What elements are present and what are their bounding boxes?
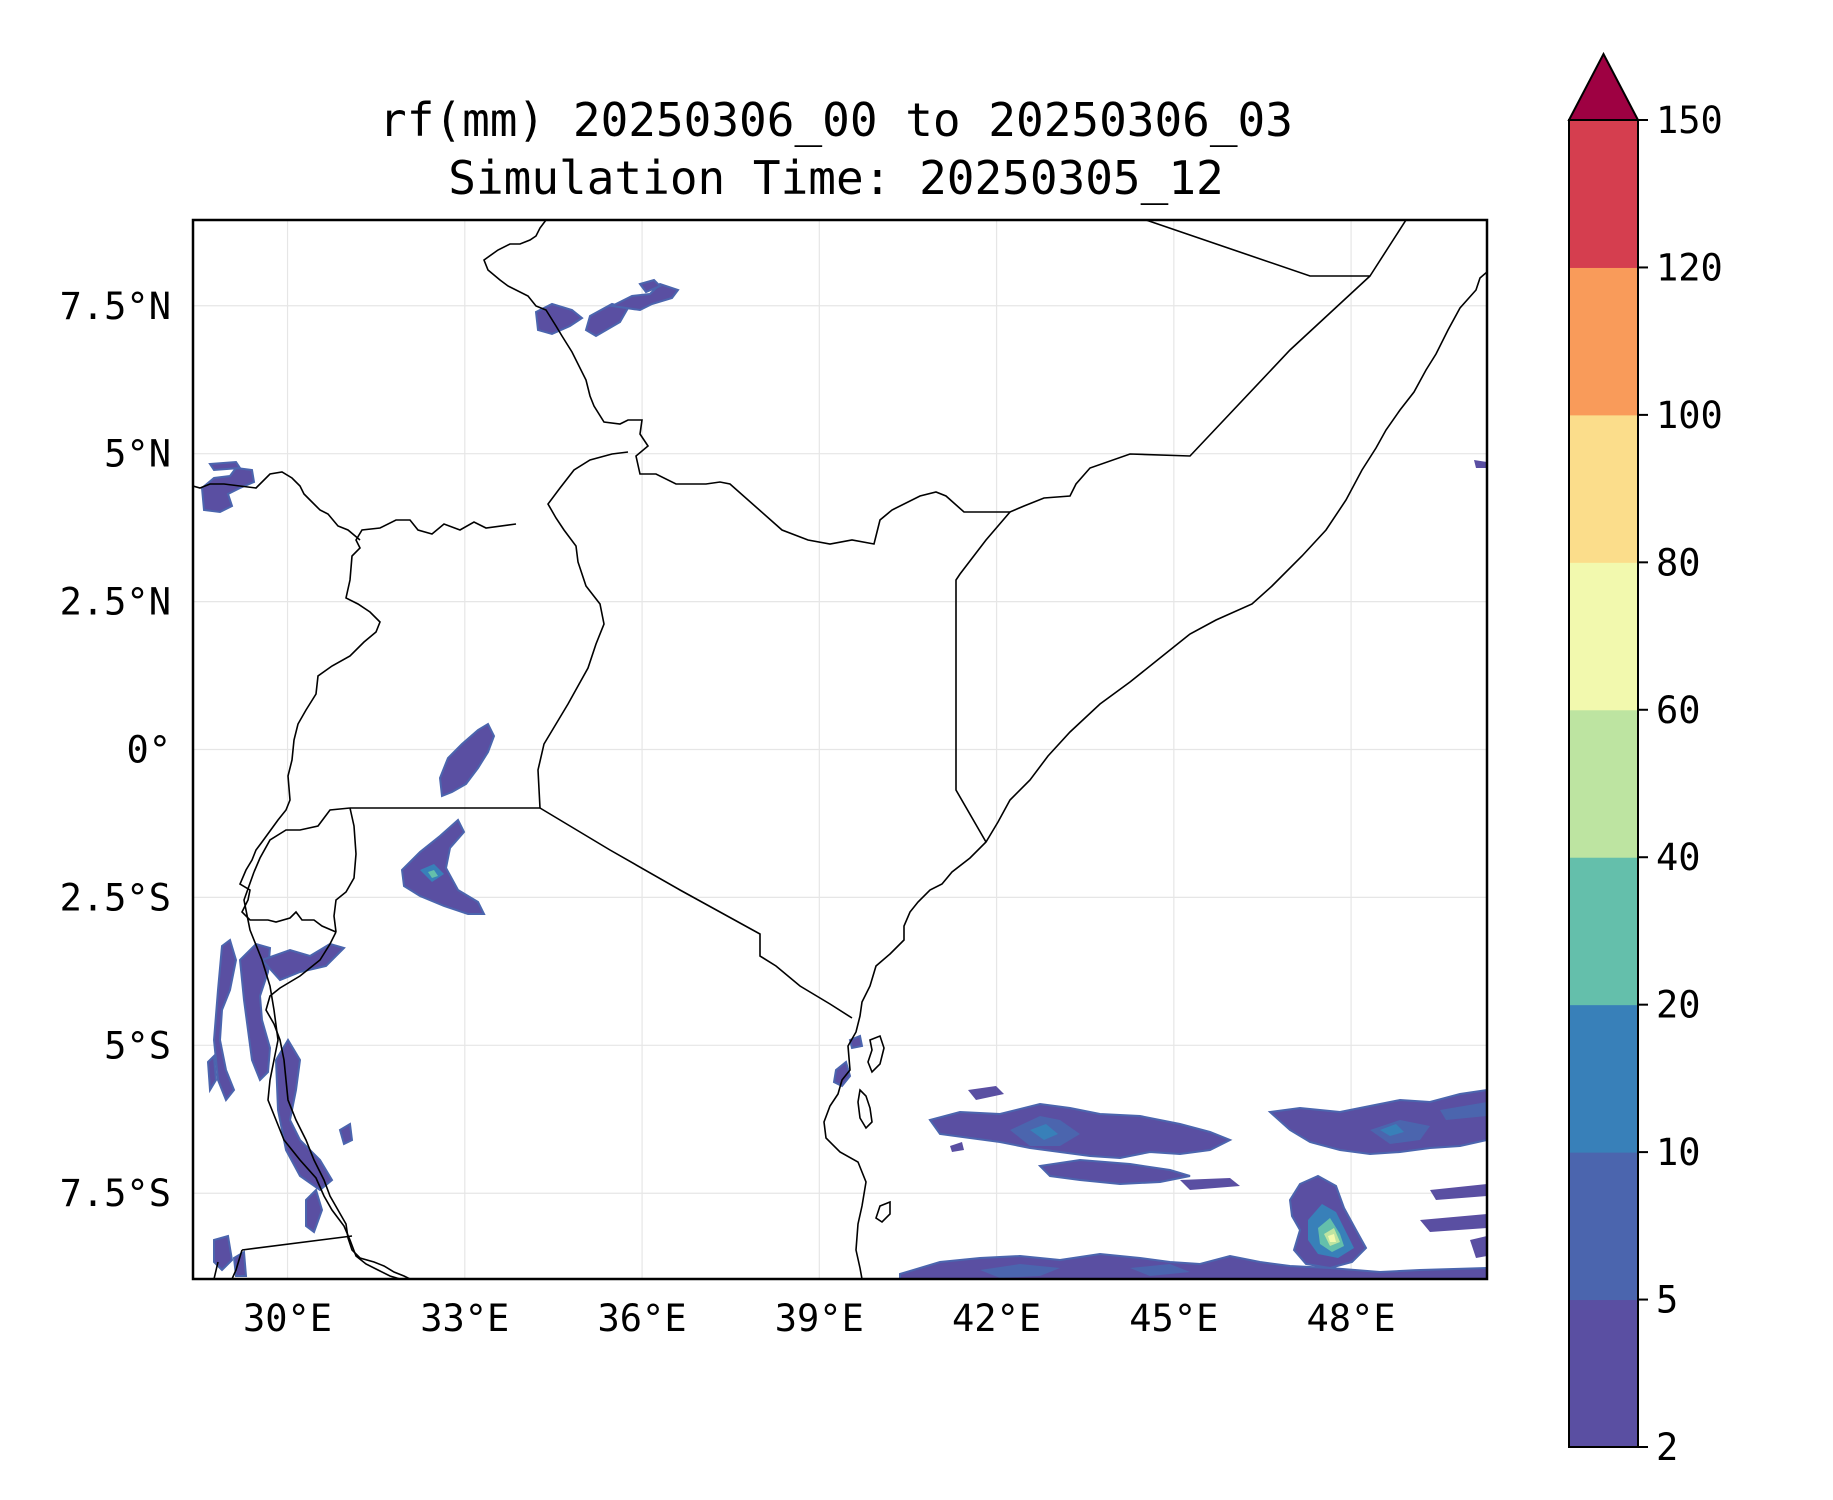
lon-tick-label: 36°E [598,1297,687,1340]
colorbar-segment [1569,1152,1638,1301]
colorbar-segment [1569,120,1638,268]
rain-patch-west [200,460,256,514]
gridlines [193,220,1487,1279]
rain-band-south [899,1252,1487,1279]
rain-patch-tanganyika [206,938,354,1277]
lon-tick-label: 45°E [1129,1297,1218,1340]
colorbar-outline [1568,119,1639,1448]
lon-tick-label: 42°E [952,1297,1041,1340]
colorbar-segment [1569,562,1638,711]
map-title-line2: Simulation Time: 20250305_12 [448,151,1223,205]
colorbar-segment [1569,1004,1638,1153]
lon-tick-label: 39°E [775,1297,864,1340]
colorbar-tick-label: 40 [1656,836,1701,879]
lat-tick-label: 0° [126,729,171,772]
colorbar-tick-label: 120 [1656,246,1723,289]
colorbar-tick-label: 5 [1656,1279,1678,1322]
colorbar-tick-label: 10 [1656,1131,1701,1174]
colorbar-tick-label: 150 [1656,99,1723,142]
colorbar-segment [1569,857,1638,1006]
lon-tick-label: 30°E [243,1297,332,1340]
colorbar-extend-arrow [1567,51,1640,121]
map-frame [191,218,1489,1281]
lat-tick-label: 7.5°S [60,1172,171,1215]
lat-tick-label: 2.5°N [60,581,171,624]
rain-cell-intense [1288,1174,1368,1270]
lat-tick-label: 5°S [104,1024,171,1067]
lon-tick-label: 33°E [420,1297,509,1340]
rain-patch-south-lake [400,818,486,915]
longitude-ticks: 30°E 33°E 36°E 39°E 42°E 45°E 48°E [243,1297,1396,1340]
lat-tick-label: 5°N [104,433,171,476]
map-panel: 30°E 33°E 36°E 39°E 42°E 45°E 48°E 7.5°N 5°N 2.5… [60,218,1489,1340]
rain-band-offshore-east [1267,460,1487,1258]
lon-tick-label: 48°E [1307,1297,1396,1340]
latitude-ticks: 7.5°N 5°N 2.5°N 0° 2.5°S 5°S 7.5°S [60,285,171,1215]
map-title-line1: rf(mm) 20250306_00 to 20250306_03 [379,93,1293,147]
colorbar-tick-label: 80 [1656,541,1701,584]
colorbar-segment [1569,1299,1638,1448]
lat-tick-label: 2.5°S [60,876,171,919]
colorbar-tick-label: 60 [1656,689,1701,732]
rainfall-contours [200,278,1487,1279]
rain-patch-coast [832,1034,864,1088]
colorbar: 2 5 10 20 40 60 80 100 120 150 [1567,51,1723,1469]
colorbar-tick-label: 100 [1656,394,1723,437]
country-borders [193,220,1487,1279]
colorbar-tick-label: 20 [1656,984,1701,1027]
colorbar-segment [1569,414,1638,563]
rain-band-offshore-central [928,1086,1240,1190]
rain-patch-lake-victoria [438,722,496,798]
colorbar-tick-label: 2 [1656,1426,1678,1469]
lat-tick-label: 7.5°N [60,285,171,328]
colorbar-segment [1569,709,1638,858]
colorbar-segment [1569,267,1638,416]
